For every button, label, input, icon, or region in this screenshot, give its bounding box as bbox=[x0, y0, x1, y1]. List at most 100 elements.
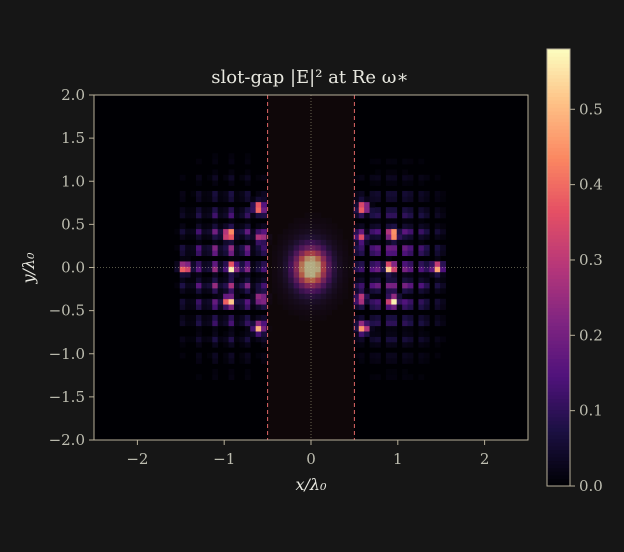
heatmap-cell bbox=[299, 282, 305, 289]
heatmap-cell bbox=[385, 261, 392, 267]
heatmap-cell bbox=[299, 271, 305, 278]
heatmap-cell bbox=[277, 298, 284, 305]
heatmap-cell bbox=[369, 201, 376, 208]
heatmap-cell bbox=[244, 212, 251, 219]
heatmap-cell bbox=[261, 325, 267, 332]
heatmap-cell bbox=[407, 234, 414, 240]
heatmap-cell bbox=[206, 287, 213, 294]
heatmap-cell bbox=[440, 196, 446, 203]
heatmap-cell bbox=[261, 304, 267, 310]
heatmap-cell bbox=[261, 223, 267, 230]
heatmap-cell bbox=[315, 287, 322, 294]
colorbar-step bbox=[547, 416, 570, 421]
heatmap-cell bbox=[239, 277, 246, 283]
heatmap-cell bbox=[418, 158, 425, 165]
heatmap-cell bbox=[369, 358, 376, 364]
heatmap-cell bbox=[174, 244, 181, 251]
heatmap-cell bbox=[407, 217, 414, 224]
heatmap-cell bbox=[179, 320, 186, 327]
heatmap-cell bbox=[282, 298, 289, 305]
heatmap-cell bbox=[364, 228, 370, 235]
heatmap-cell bbox=[255, 304, 262, 310]
heatmap-cell bbox=[423, 336, 430, 343]
colorbar-step bbox=[547, 285, 570, 290]
heatmap-cell bbox=[212, 266, 219, 273]
heatmap-cell bbox=[190, 336, 197, 343]
heatmap-cell bbox=[440, 190, 446, 197]
heatmap-cell bbox=[423, 223, 430, 230]
y-axis-ticks: 2.0 1.5 1.0 0.5 0.0 −0.5 −1.0 −1.5 −2.0 bbox=[49, 86, 94, 449]
heatmap-cell bbox=[206, 250, 213, 257]
heatmap-cell bbox=[244, 298, 251, 305]
heatmap-cell bbox=[223, 304, 229, 310]
colorbar-step bbox=[547, 158, 570, 163]
heatmap-cell bbox=[228, 304, 235, 310]
heatmap-cell bbox=[326, 266, 333, 273]
heatmap-cell bbox=[217, 196, 224, 203]
heatmap-cell bbox=[402, 325, 408, 332]
heatmap-cell bbox=[375, 228, 381, 235]
heatmap-cell bbox=[201, 298, 208, 305]
heatmap-cell bbox=[385, 228, 392, 235]
heatmap-cell bbox=[375, 239, 381, 246]
heatmap-cell bbox=[375, 325, 381, 332]
heatmap-cell bbox=[206, 207, 213, 213]
heatmap-cell bbox=[239, 298, 246, 305]
heatmap-cell bbox=[440, 320, 446, 327]
heatmap-cell bbox=[385, 277, 392, 283]
heatmap-cell bbox=[244, 331, 251, 337]
heatmap-cell bbox=[261, 228, 267, 235]
heatmap-cell bbox=[239, 196, 246, 203]
heatmap-cell bbox=[326, 293, 333, 300]
heatmap-cell bbox=[288, 304, 295, 310]
heatmap-cell bbox=[190, 287, 197, 294]
heatmap-cell bbox=[434, 174, 441, 181]
heatmap-cell bbox=[337, 239, 343, 246]
heatmap-cell bbox=[315, 212, 322, 219]
heatmap-cell bbox=[228, 158, 235, 165]
heatmap-cell bbox=[434, 234, 441, 240]
heatmap-cell bbox=[217, 336, 224, 343]
heatmap-cell bbox=[277, 271, 284, 278]
heatmap-cell bbox=[326, 298, 333, 305]
heatmap-cell bbox=[402, 277, 408, 283]
heatmap-cell bbox=[239, 207, 246, 213]
heatmap-cell bbox=[375, 271, 381, 278]
heatmap-cell bbox=[190, 207, 197, 213]
heatmap-cell bbox=[364, 298, 370, 305]
heatmap-cell bbox=[185, 212, 191, 219]
heatmap-cell bbox=[423, 277, 430, 283]
plot-area bbox=[93, 94, 529, 441]
heatmap-cell bbox=[212, 320, 219, 327]
heatmap-cell bbox=[364, 293, 370, 300]
colorbar-gradient bbox=[547, 49, 570, 487]
heatmap-cell bbox=[201, 287, 208, 294]
heatmap-cell bbox=[375, 244, 381, 251]
heatmap-cell bbox=[375, 314, 381, 321]
heatmap-cell bbox=[206, 196, 213, 203]
heatmap-cell bbox=[364, 320, 370, 327]
heatmap-cell bbox=[423, 287, 430, 294]
heatmap-cell bbox=[201, 228, 208, 235]
heatmap-cell bbox=[223, 212, 229, 219]
heatmap-cell bbox=[212, 331, 219, 337]
heatmap-cell bbox=[271, 271, 278, 278]
heatmap-cell bbox=[228, 190, 235, 197]
heatmap-cell bbox=[195, 374, 202, 381]
heatmap-cell bbox=[358, 174, 365, 181]
heatmap-cell bbox=[353, 261, 360, 267]
heatmap-cell bbox=[288, 244, 295, 251]
heatmap-cell bbox=[385, 368, 392, 375]
heatmap-cell bbox=[402, 304, 408, 310]
heatmap-cell bbox=[407, 331, 414, 337]
heatmap-cell bbox=[195, 298, 202, 305]
heatmap-cell bbox=[391, 174, 398, 181]
heatmap-cell bbox=[261, 196, 267, 203]
heatmap-cell bbox=[385, 255, 392, 262]
heatmap-cell bbox=[326, 282, 333, 289]
heatmap-cell bbox=[309, 255, 316, 262]
colorbar-step bbox=[547, 314, 570, 319]
heatmap-cell bbox=[255, 223, 262, 230]
heatmap-cell bbox=[255, 196, 262, 203]
heatmap-cell bbox=[179, 223, 186, 230]
